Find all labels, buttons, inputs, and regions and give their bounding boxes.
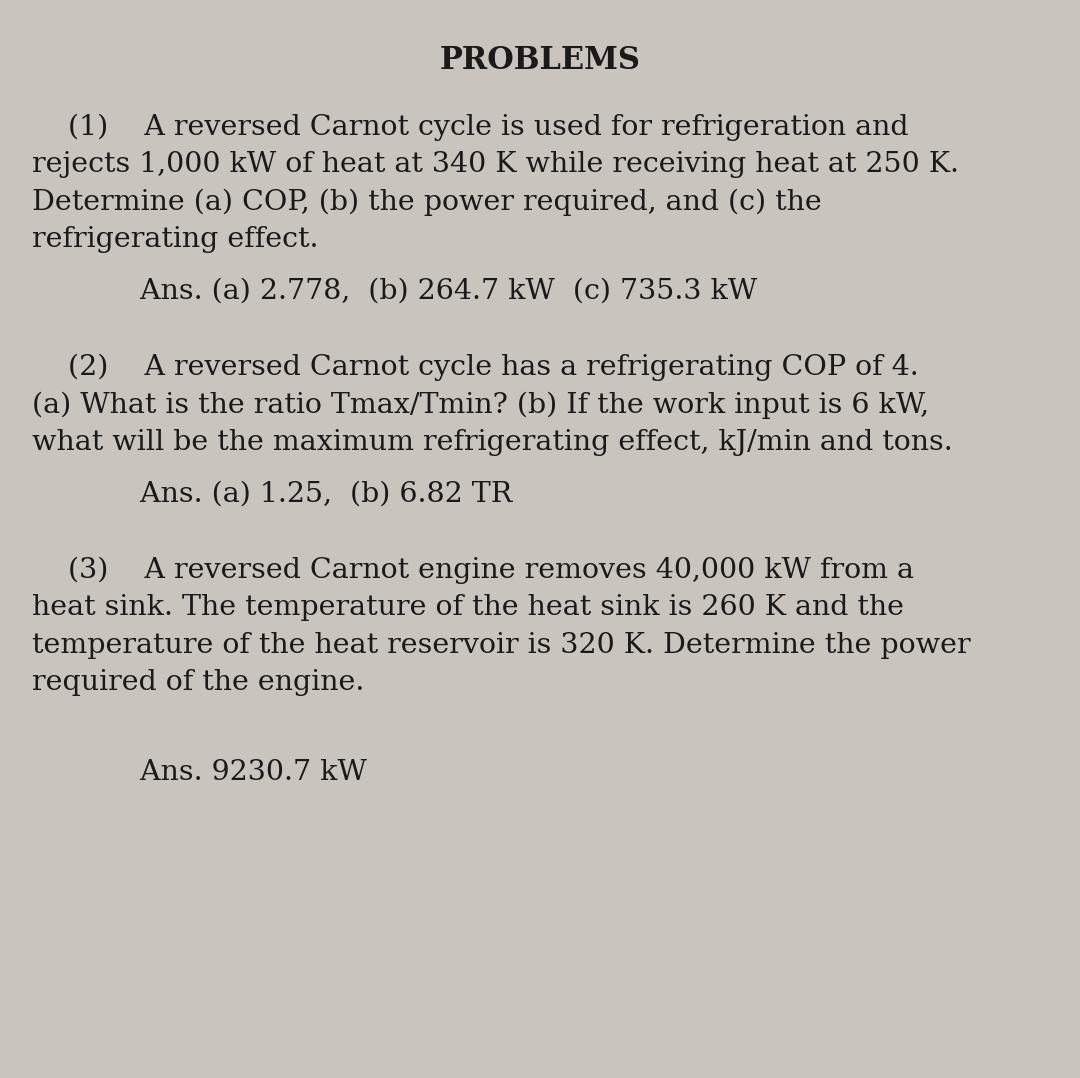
Text: required of the engine.: required of the engine.: [32, 669, 365, 696]
Text: (3)    A reversed Carnot engine removes 40,000 kW from a: (3) A reversed Carnot engine removes 40,…: [32, 556, 915, 583]
Text: (a) What is the ratio Tmax/Tmin? (b) If the work input is 6 kW,: (a) What is the ratio Tmax/Tmin? (b) If …: [32, 391, 930, 418]
Text: rejects 1,000 kW of heat at 340 K while receiving heat at 250 K.: rejects 1,000 kW of heat at 340 K while …: [32, 151, 959, 178]
Text: (1)    A reversed Carnot cycle is used for refrigeration and: (1) A reversed Carnot cycle is used for …: [32, 113, 909, 140]
Text: Ans. (a) 1.25,  (b) 6.82 TR: Ans. (a) 1.25, (b) 6.82 TR: [32, 481, 513, 508]
Text: heat sink. The temperature of the heat sink is 260 K and the: heat sink. The temperature of the heat s…: [32, 594, 904, 621]
Text: Ans. 9230.7 kW: Ans. 9230.7 kW: [32, 759, 367, 786]
Text: Ans. (a) 2.778,  (b) 264.7 kW  (c) 735.3 kW: Ans. (a) 2.778, (b) 264.7 kW (c) 735.3 k…: [32, 278, 758, 305]
Text: what will be the maximum refrigerating effect, kJ/min and tons.: what will be the maximum refrigerating e…: [32, 429, 954, 456]
Text: temperature of the heat reservoir is 320 K. Determine the power: temperature of the heat reservoir is 320…: [32, 632, 971, 659]
Text: Determine (a) COP, (b) the power required, and (c) the: Determine (a) COP, (b) the power require…: [32, 189, 822, 216]
Text: (2)    A reversed Carnot cycle has a refrigerating COP of 4.: (2) A reversed Carnot cycle has a refrig…: [32, 354, 919, 381]
Text: refrigerating effect.: refrigerating effect.: [32, 226, 319, 253]
Text: PROBLEMS: PROBLEMS: [440, 45, 640, 77]
